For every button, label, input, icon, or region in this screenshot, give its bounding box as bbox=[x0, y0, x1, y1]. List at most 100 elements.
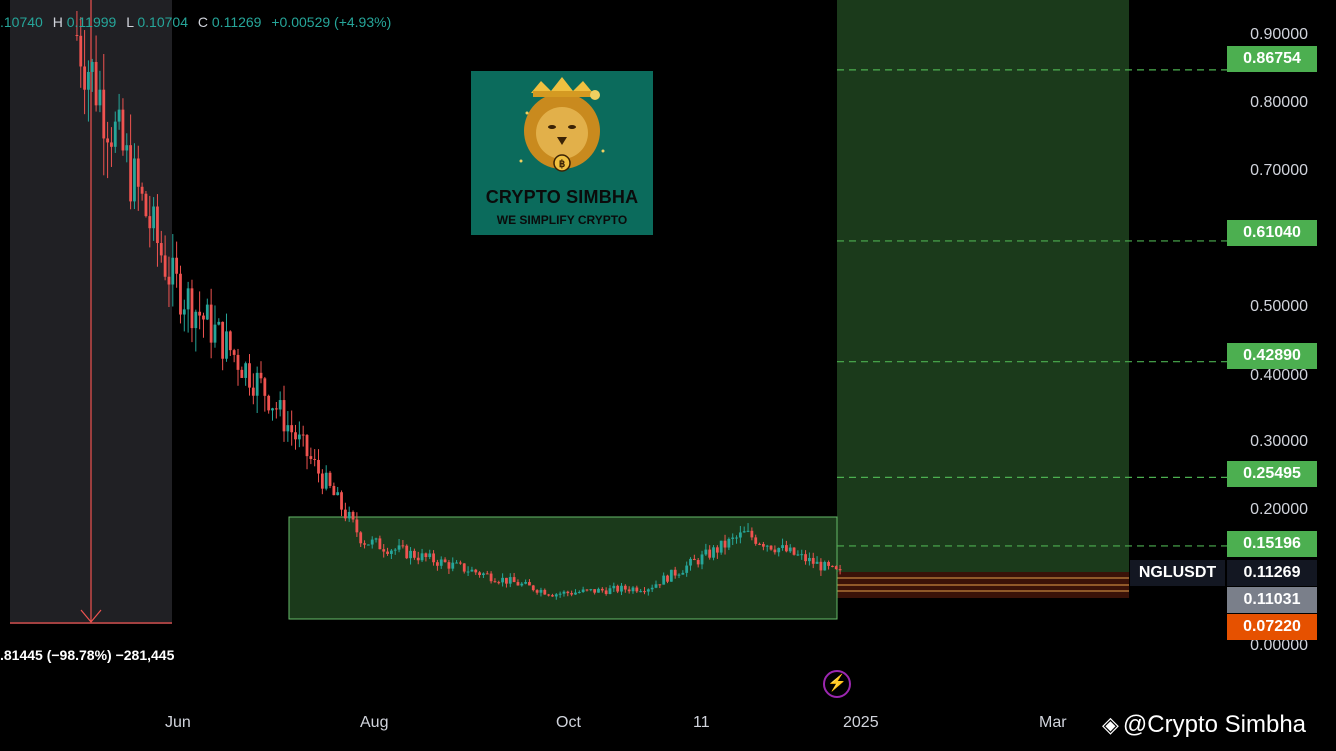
candle-body bbox=[738, 532, 742, 538]
price-label: 0.70000 bbox=[1250, 162, 1308, 179]
ohlc-header: .10740 H 0.11999 L 0.10704 C 0.11269 +0.… bbox=[0, 14, 391, 30]
candle-body bbox=[347, 511, 351, 519]
candle-body bbox=[366, 544, 370, 546]
candle-body bbox=[271, 408, 274, 411]
candle-body bbox=[589, 589, 593, 591]
candle-body bbox=[294, 432, 297, 440]
candle-body bbox=[761, 543, 765, 547]
candle-body bbox=[401, 545, 405, 547]
brand-logo: ฿ CRYPTO SIMBHA WE SIMPLIFY CRYPTO bbox=[471, 71, 653, 235]
candle-body bbox=[593, 589, 597, 593]
lightning-icon[interactable]: ⚡ bbox=[823, 670, 851, 698]
candle-body bbox=[804, 554, 807, 562]
candle-body bbox=[551, 595, 554, 597]
candle-body bbox=[685, 565, 689, 573]
candle-body bbox=[133, 158, 136, 202]
candle-body bbox=[558, 593, 562, 595]
candle-body bbox=[692, 558, 696, 561]
candle-body bbox=[715, 547, 719, 553]
diamond-icon: ◈ bbox=[1102, 712, 1119, 737]
target-badge-3: 0.42890 bbox=[1227, 343, 1317, 369]
price-label: 0.00000 bbox=[1250, 637, 1308, 654]
candle-body bbox=[136, 158, 140, 187]
candle-body bbox=[432, 553, 435, 563]
candle-body bbox=[182, 309, 186, 315]
candle-body bbox=[393, 549, 397, 551]
candle-body bbox=[240, 369, 244, 378]
high-key: H bbox=[52, 14, 63, 30]
candle-body bbox=[98, 89, 102, 106]
candle-body bbox=[205, 304, 209, 320]
low-key: L bbox=[126, 14, 134, 30]
candle-body bbox=[274, 408, 278, 410]
candle-body bbox=[635, 587, 639, 592]
candle-body bbox=[217, 321, 221, 325]
target-zone bbox=[837, 0, 1129, 572]
candle-body bbox=[754, 537, 758, 544]
candle-body bbox=[773, 549, 777, 553]
candle-body bbox=[681, 572, 685, 575]
candle-body bbox=[355, 519, 359, 533]
candle-body bbox=[436, 562, 439, 566]
candle-body bbox=[148, 216, 152, 229]
candle-body bbox=[547, 594, 551, 596]
candle-body bbox=[213, 324, 217, 343]
candle-body bbox=[478, 572, 481, 576]
candle-body bbox=[171, 257, 175, 285]
candle-body bbox=[286, 425, 290, 432]
candle-body bbox=[769, 545, 773, 550]
candle-body bbox=[524, 582, 528, 584]
candle-body bbox=[811, 557, 815, 564]
price-label: 0.20000 bbox=[1250, 501, 1308, 518]
target-badge-1: 0.86754 bbox=[1227, 46, 1317, 72]
candle-body bbox=[259, 372, 263, 379]
candle-body bbox=[412, 550, 416, 558]
candle-body bbox=[658, 584, 662, 586]
candle-body bbox=[570, 593, 574, 595]
candle-body bbox=[485, 573, 489, 575]
candle-body bbox=[612, 585, 616, 589]
price-label: 0.50000 bbox=[1250, 298, 1308, 315]
candle-body bbox=[79, 35, 83, 67]
change-value: +0.00529 (+4.93%) bbox=[271, 14, 392, 30]
candle-body bbox=[175, 257, 179, 274]
candle-body bbox=[788, 547, 792, 552]
candle-body bbox=[746, 530, 750, 532]
candle-body bbox=[474, 569, 478, 573]
candle-body bbox=[585, 589, 589, 591]
candle-body bbox=[827, 562, 830, 566]
svg-text:฿: ฿ bbox=[559, 159, 565, 170]
candle-body bbox=[662, 575, 666, 585]
candle-body bbox=[777, 548, 781, 553]
candle-body bbox=[727, 538, 731, 548]
candle-body bbox=[152, 206, 156, 229]
candle-body bbox=[631, 587, 635, 592]
close-key: C bbox=[197, 14, 208, 30]
candle-body bbox=[731, 537, 735, 539]
candle-body bbox=[297, 434, 301, 440]
current-price-badge: 0.11269 bbox=[1227, 560, 1317, 586]
candle-body bbox=[409, 550, 412, 559]
candle-body bbox=[493, 581, 497, 583]
candle-body bbox=[459, 562, 462, 564]
candle-body bbox=[179, 273, 182, 315]
candle-body bbox=[516, 582, 520, 586]
close-value: 0.11269 bbox=[211, 14, 262, 30]
candle-body bbox=[439, 559, 443, 566]
candle-body bbox=[313, 458, 317, 460]
candle-body bbox=[370, 539, 374, 545]
price-line-badge: 0.11031 bbox=[1227, 587, 1317, 613]
target-badge-2: 0.61040 bbox=[1227, 220, 1317, 246]
candle-body bbox=[562, 591, 566, 594]
candle-body bbox=[255, 372, 259, 396]
candle-body bbox=[140, 186, 144, 194]
candle-body bbox=[577, 592, 581, 594]
candle-body bbox=[669, 569, 673, 582]
candle-body bbox=[267, 395, 271, 411]
candle-body bbox=[332, 485, 336, 496]
price-label: 0.90000 bbox=[1250, 26, 1308, 43]
candle-body bbox=[443, 559, 447, 563]
symbol-label: NGLUSDT bbox=[1130, 560, 1225, 586]
